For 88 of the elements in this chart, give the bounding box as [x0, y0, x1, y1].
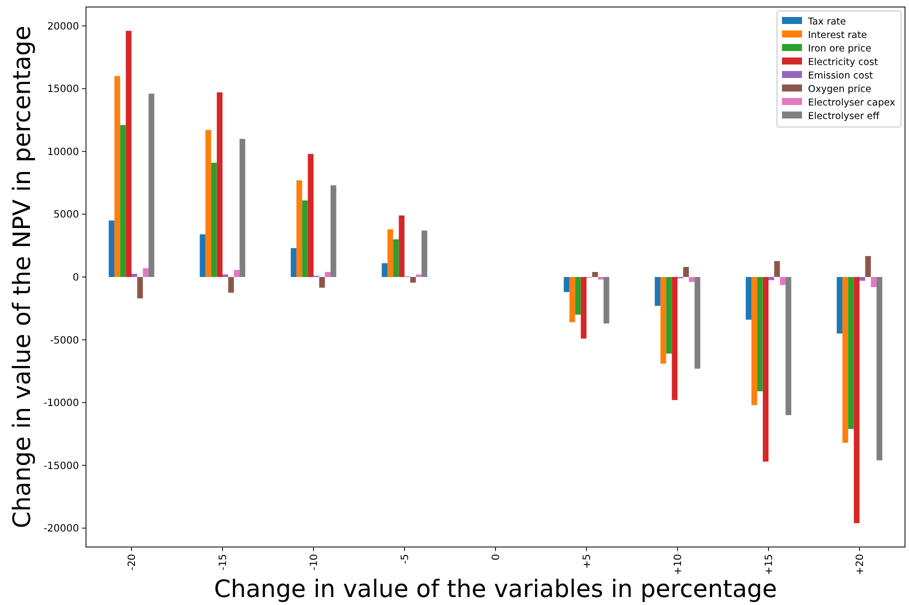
- x-tick-label: -15: [218, 554, 229, 570]
- bar: [290, 248, 296, 277]
- bar: [876, 277, 882, 460]
- bar: [666, 277, 672, 354]
- bar: [860, 277, 866, 281]
- bar: [108, 220, 114, 277]
- legend-label: Oxygen price: [808, 84, 872, 95]
- legend-label: Electricity cost: [808, 56, 878, 68]
- bar: [240, 138, 246, 277]
- y-tick-label: 5000: [54, 210, 79, 221]
- bar: [234, 270, 240, 277]
- bar: [324, 272, 331, 277]
- y-tick-label: -15000: [44, 460, 79, 472]
- bar: [120, 125, 126, 277]
- bar: [205, 130, 212, 277]
- x-tick-label: -20: [127, 554, 138, 570]
- bar: [222, 274, 228, 277]
- bar: [330, 185, 336, 277]
- bar: [211, 162, 217, 277]
- x-tick-label: +15: [764, 554, 775, 576]
- bar: [580, 277, 586, 339]
- bar: [672, 277, 678, 400]
- bar: [319, 277, 325, 288]
- bar: [870, 277, 877, 288]
- bar: [296, 180, 302, 277]
- bar: [660, 277, 666, 364]
- bar: [854, 277, 860, 524]
- bar: [302, 200, 308, 277]
- bar: [768, 277, 774, 280]
- bar: [308, 154, 314, 277]
- bar: [774, 261, 780, 277]
- bar: [382, 263, 388, 277]
- bar: [780, 277, 786, 286]
- legend-label: Emission cost: [808, 70, 874, 82]
- bar: [398, 215, 404, 277]
- x-tick-label: -5: [400, 554, 411, 564]
- legend-label: Tax rate: [807, 16, 846, 28]
- legend-label: Electrolyser capex: [808, 97, 896, 108]
- bar: [842, 277, 848, 443]
- x-tick-label: +5: [582, 554, 593, 569]
- bar: [848, 277, 854, 429]
- x-axis-title: Change in value of the variables in percentage: [214, 575, 778, 603]
- bar: [114, 76, 120, 277]
- y-tick-label: 20000: [47, 21, 79, 32]
- bar: [751, 277, 758, 406]
- x-tick-label: +10: [673, 554, 684, 576]
- bar: [142, 268, 149, 277]
- bar: [200, 234, 206, 277]
- bar: [422, 230, 428, 277]
- bar: [683, 266, 689, 277]
- bar: [688, 277, 695, 282]
- bar: [604, 277, 610, 324]
- bar: [216, 92, 222, 277]
- bar: [592, 272, 598, 277]
- bar: [137, 277, 143, 298]
- bar: [762, 277, 768, 462]
- y-tick-label: 0: [72, 272, 79, 284]
- legend-label: Interest rate: [808, 30, 868, 41]
- bar: [654, 277, 660, 306]
- x-tick-label: -10: [309, 554, 320, 570]
- bar: [575, 277, 581, 315]
- legend-label: Electrolyser eff: [808, 110, 880, 122]
- bar: [126, 30, 132, 277]
- y-tick-label: 10000: [47, 146, 79, 158]
- x-tick-label: 0: [491, 554, 502, 560]
- bar: [148, 94, 154, 277]
- bar: [410, 277, 416, 283]
- bar: [564, 277, 570, 292]
- bar: [569, 277, 576, 322]
- legend-label: Iron ore price: [808, 43, 872, 54]
- y-axis-title: Change in value of the NPV in percentage: [8, 26, 36, 528]
- bar: [228, 277, 234, 293]
- y-tick-label: -10000: [44, 398, 79, 410]
- bar: [836, 277, 842, 334]
- bar: [387, 229, 394, 277]
- bar: [416, 274, 422, 277]
- bar: [132, 274, 138, 277]
- y-tick-label: 15000: [47, 84, 79, 96]
- bar: [694, 277, 700, 369]
- y-tick-label: -5000: [50, 335, 79, 346]
- bar: [598, 277, 604, 280]
- y-tick-label: -20000: [44, 524, 79, 535]
- bar: [786, 277, 792, 416]
- bar: [393, 239, 399, 277]
- bar: [757, 277, 763, 392]
- bar: [865, 256, 871, 277]
- bar: [746, 277, 752, 320]
- x-tick-label: +20: [855, 554, 866, 576]
